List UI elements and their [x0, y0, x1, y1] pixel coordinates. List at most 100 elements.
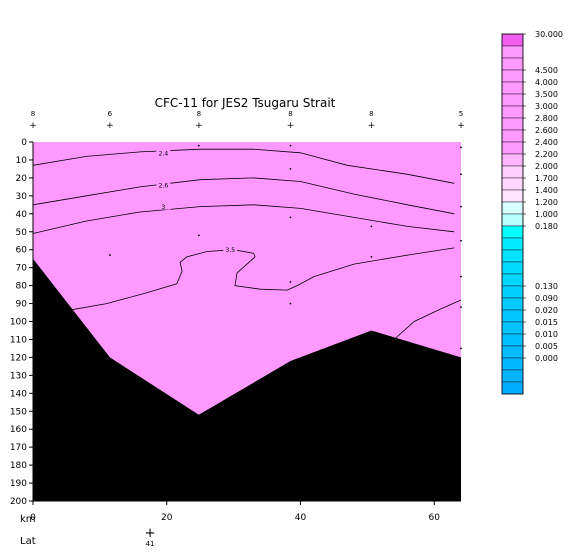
- contour-line: [32, 177, 455, 215]
- sample-point: [460, 239, 462, 242]
- sample-point: [197, 234, 200, 237]
- colorbar-swatch: [501, 117, 524, 131]
- colorbar-swatch: [501, 261, 524, 275]
- sample-point: [289, 216, 292, 219]
- colorbar-swatch: [501, 225, 524, 239]
- y-tick-label: 130: [10, 371, 27, 381]
- colorbar-swatch: [501, 69, 524, 83]
- station-number: 6: [108, 110, 113, 118]
- contour-label-bg: [156, 181, 171, 189]
- sample-point: [460, 173, 462, 176]
- lat-tick-label: 41: [146, 540, 155, 548]
- colorbar-swatch: [501, 249, 524, 263]
- colorbar-label: 2.200: [535, 150, 558, 159]
- y-tick-label: 140: [10, 389, 27, 399]
- colorbar-label: 4.500: [535, 66, 558, 75]
- station-marker: +: [195, 121, 203, 131]
- colorbar-label: 0.130: [535, 282, 558, 291]
- y-tick-label: 40: [16, 210, 28, 220]
- colorbar-swatch: [501, 93, 524, 107]
- colorbar-swatch: [501, 201, 524, 215]
- colorbar-swatch: [501, 237, 524, 251]
- y-tick-label: 150: [10, 407, 27, 417]
- colorbar-label: 2.400: [535, 138, 558, 147]
- sample-point: [460, 347, 462, 350]
- colorbar-swatch: [501, 297, 524, 311]
- colorbar-legend: 30.000 4.500 4.000 3.500 3.000 2.800 2.600 2.40…: [501, 30, 563, 395]
- y-tick-label: 10: [16, 156, 28, 166]
- colorbar-label: 0.020: [535, 306, 558, 315]
- chart-title: CFC-11 for JES2 Tsugaru Strait: [155, 96, 336, 110]
- y-tick-label: 60: [16, 246, 28, 256]
- y-tick-label: 100: [10, 318, 27, 328]
- colorbar-label: 2.800: [535, 114, 558, 123]
- lat-axis-label: Lat: [20, 536, 36, 547]
- colorbar-swatch: [501, 333, 524, 347]
- colorbar-label: 0.005: [535, 342, 558, 351]
- colorbar-label: 0.015: [535, 318, 558, 327]
- y-tick-label: 190: [10, 479, 27, 489]
- distance-axis: 0 20 40 60 +41: [30, 500, 461, 548]
- colorbar-swatch: [501, 369, 524, 383]
- colorbar-swatch: [501, 45, 524, 59]
- station-number: 8: [288, 110, 292, 118]
- colorbar-label: 1.000: [535, 210, 558, 219]
- sample-point: [289, 168, 292, 170]
- contour-line: [393, 299, 462, 340]
- contour-lines: 2.4 2.6 3 3.5: [32, 148, 462, 340]
- seafloor: [33, 258, 461, 501]
- y-tick-label: 90: [16, 300, 28, 310]
- colorbar-swatch: [501, 345, 524, 359]
- y-tick-label: 20: [16, 174, 28, 184]
- contour-label: 2.4: [159, 150, 169, 157]
- y-tick-label: 110: [10, 335, 27, 345]
- sample-point: [460, 146, 462, 149]
- station-marker: +: [106, 121, 114, 131]
- y-tick-label: 200: [10, 497, 27, 507]
- contour-label-bg: [156, 202, 171, 210]
- colorbar-swatch: [501, 57, 524, 71]
- sample-point: [289, 144, 292, 147]
- colorbar-label: 1.700: [535, 174, 558, 183]
- colorbar-swatch: [501, 381, 524, 395]
- colorbar-label: 0.180: [535, 222, 558, 231]
- sample-point: [460, 275, 462, 278]
- x-axis-label: km: [20, 514, 36, 525]
- colorbar-swatch: [501, 309, 524, 323]
- y-tick-label: 180: [10, 461, 27, 471]
- colorbar-swatch: [501, 81, 524, 95]
- y-tick-label: 50: [16, 228, 28, 238]
- colorbar-swatch: [501, 165, 524, 179]
- y-tick-label: 0: [21, 138, 27, 148]
- station-markers: 8 +6 +8 +8 +8 +5 +: [29, 110, 465, 350]
- x-tick-label: 60: [429, 513, 441, 523]
- contour-label: 3.5: [226, 247, 236, 254]
- seafloor-polygon: [33, 258, 461, 501]
- sample-point: [109, 254, 111, 256]
- colorbar-label: 2.000: [535, 162, 558, 171]
- colorbar-swatch: [501, 141, 524, 155]
- station-number: 5: [459, 110, 463, 118]
- sample-point: [460, 306, 462, 309]
- x-tick-label: 40: [295, 513, 307, 523]
- station-marker: +: [29, 121, 37, 131]
- station-marker: +: [457, 121, 465, 131]
- colorbar-swatch: [501, 321, 524, 335]
- colorbar-label: 0.010: [535, 330, 558, 339]
- y-tick-label: 160: [10, 425, 27, 435]
- colorbar-swatch: [501, 273, 524, 287]
- colorbar-label: 0.090: [535, 294, 558, 303]
- contour-line: [32, 148, 455, 184]
- colorbar-swatch: [501, 285, 524, 299]
- colorbar-label: 3.500: [535, 90, 558, 99]
- contour-line: [32, 204, 455, 234]
- x-tick-label: 20: [161, 513, 173, 523]
- colorbar-label: 2.600: [535, 126, 558, 135]
- y-tick-label: 120: [10, 353, 27, 363]
- sample-point: [289, 302, 292, 305]
- colorbar-swatch: [501, 213, 524, 227]
- sample-point: [289, 281, 292, 283]
- colorbar-label: 1.200: [535, 198, 558, 207]
- y-tick-label: 170: [10, 443, 27, 453]
